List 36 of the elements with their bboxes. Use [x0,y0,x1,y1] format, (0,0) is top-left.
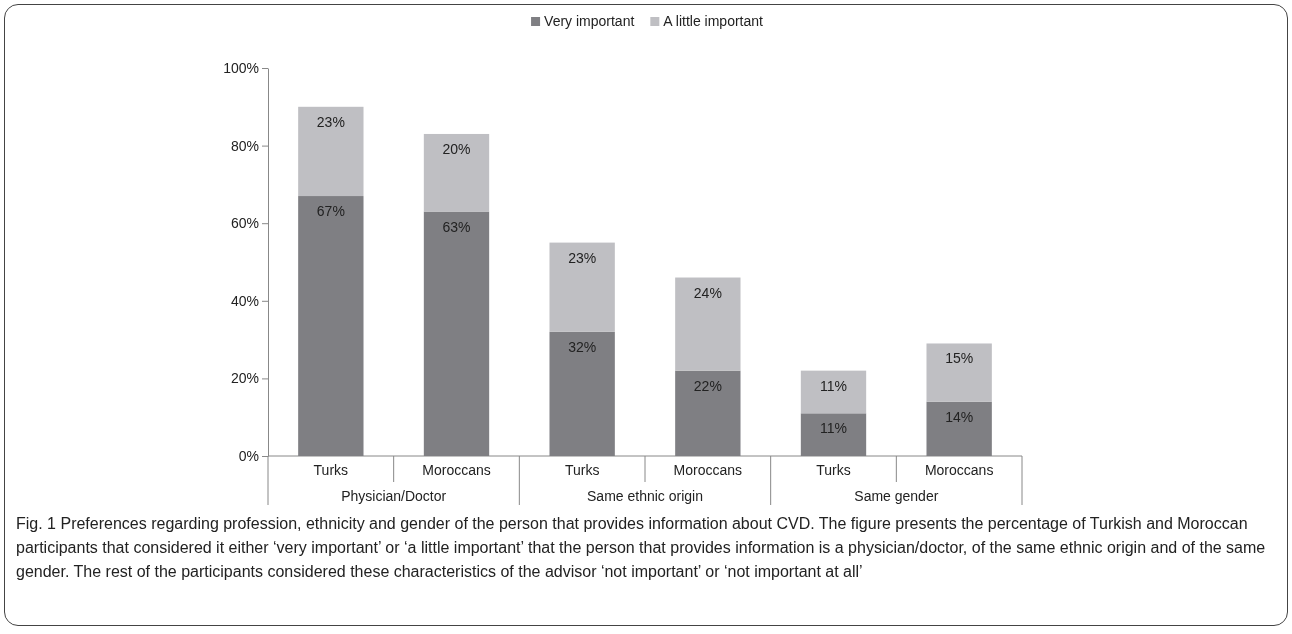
text: Same ethnic origin [587,488,703,504]
bar [675,277,741,371]
y-tick-label: 100% [223,59,259,76]
data-label: 24% [693,284,722,301]
x-tick-label: Moroccans [924,462,994,478]
data-label: 11% [820,420,847,437]
data-label: 15% [945,350,974,367]
legend-label: A little important [663,13,764,29]
x-tick-label: Turks [564,462,600,478]
data-label: 14% [945,408,974,425]
x-tick-label: Moroccans [422,462,491,478]
bar [298,106,364,197]
data-label: 11% [820,377,847,394]
bar [926,343,992,402]
y-tick-label: 20% [230,370,259,387]
data-label: 22% [693,377,722,394]
data-label: 20% [442,140,471,157]
legend-label: Very important [544,13,635,29]
text: Physician/Doctor [341,488,447,504]
data-label: 67% [316,203,345,220]
bar [423,133,490,212]
data-label: 32% [568,338,597,355]
x-tick-label: Turks [816,462,851,478]
bar [800,370,867,414]
text: Same gender [854,488,939,504]
y-tick-label: 60% [230,215,259,232]
y-tick-label: 80% [230,137,259,154]
x-tick-label: Turks [313,462,349,478]
x-tick-label: Moroccans [673,462,743,478]
data-label: 23% [568,249,597,266]
y-tick-label: 0% [238,447,259,464]
y-tick-label: 40% [230,292,259,309]
data-label: 23% [316,113,345,130]
data-label: 63% [442,218,471,235]
text: Fig. 1 Preferences regarding profession, ethnicity and gender of the person that provides information about CVD. The figure presents the percentage of Turkish and Moroccan participants that considered it either ‘very important’ or ‘a little important’ that the person that provides information is a physician/doctor, of the same ethnic origin and of the same gender. The rest of the participants considered these characteristics of the advisor ‘not important’ or ‘not important at all’ [16,514,1267,582]
bar [549,242,615,332]
